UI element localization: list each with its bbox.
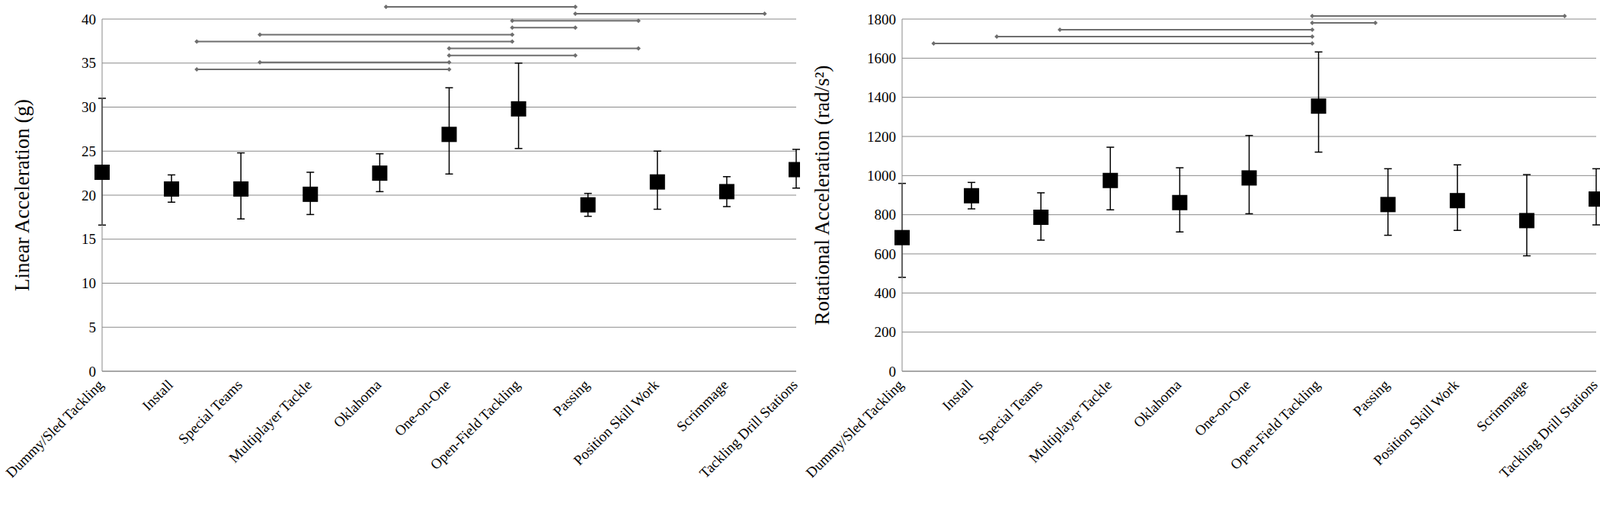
svg-text:0: 0 [889, 363, 897, 380]
svg-text:Special Teams: Special Teams [975, 376, 1046, 447]
svg-text:Oklahoma: Oklahoma [1129, 376, 1184, 431]
svg-text:Dummy/Sled Tackling: Dummy/Sled Tackling [802, 376, 907, 481]
svg-text:Multiplayer Tackle: Multiplayer Tackle [1025, 376, 1115, 466]
svg-text:Special Teams: Special Teams [175, 376, 246, 447]
svg-text:Install: Install [939, 376, 976, 413]
svg-text:One-on-One: One-on-One [1190, 376, 1254, 439]
svg-text:Multiplayer Tackle: Multiplayer Tackle [225, 376, 315, 466]
svg-text:25: 25 [81, 143, 96, 160]
svg-text:5: 5 [89, 319, 97, 336]
svg-text:35: 35 [81, 54, 96, 71]
svg-text:20: 20 [81, 187, 96, 204]
svg-text:15: 15 [81, 230, 96, 247]
svg-text:40: 40 [81, 11, 96, 28]
svg-text:1400: 1400 [867, 89, 896, 106]
svg-text:Rotational Acceleration (rad/s: Rotational Acceleration (rad/s²) [810, 65, 834, 326]
svg-text:Oklahoma: Oklahoma [329, 376, 384, 431]
svg-text:Passing: Passing [1350, 376, 1393, 420]
svg-text:0: 0 [89, 363, 97, 380]
svg-text:Tackling Drill Stations: Tackling Drill Stations [696, 376, 800, 481]
svg-text:Open-Field Tackling: Open-Field Tackling [1227, 376, 1324, 473]
svg-text:Linear Acceleration (g): Linear Acceleration (g) [10, 99, 34, 292]
svg-text:10: 10 [81, 275, 96, 292]
svg-text:600: 600 [874, 246, 897, 263]
svg-text:Open-Field Tackling: Open-Field Tackling [427, 376, 524, 473]
svg-text:Scrimmage: Scrimmage [673, 376, 732, 435]
svg-text:Position Skill Work: Position Skill Work [569, 376, 663, 469]
svg-text:Scrimmage: Scrimmage [1473, 376, 1532, 435]
svg-text:1800: 1800 [867, 11, 896, 28]
svg-text:400: 400 [874, 284, 897, 301]
svg-text:Tackling Drill Stations: Tackling Drill Stations [1496, 376, 1594, 481]
svg-text:200: 200 [874, 323, 897, 340]
svg-text:1000: 1000 [867, 167, 896, 184]
svg-text:Install: Install [139, 376, 176, 413]
svg-text:1600: 1600 [867, 50, 896, 67]
svg-text:30: 30 [81, 99, 96, 116]
svg-text:One-on-One: One-on-One [390, 376, 454, 439]
svg-text:800: 800 [874, 206, 897, 223]
svg-text:1200: 1200 [867, 128, 896, 145]
svg-text:Dummy/Sled Tackling: Dummy/Sled Tackling [6, 376, 107, 481]
svg-text:Position Skill Work: Position Skill Work [1369, 376, 1463, 469]
svg-text:Passing: Passing [550, 376, 593, 420]
